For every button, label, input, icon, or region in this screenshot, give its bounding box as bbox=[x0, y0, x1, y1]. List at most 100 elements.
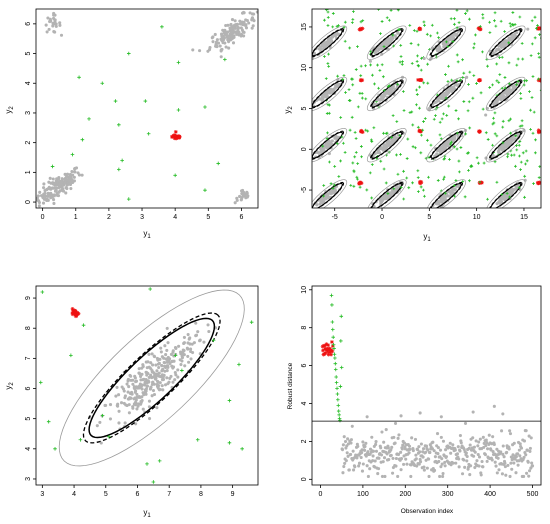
data-point bbox=[396, 133, 400, 137]
data-point bbox=[496, 149, 501, 154]
uniform-noise-point bbox=[529, 54, 533, 57]
data-point bbox=[247, 21, 251, 25]
data-point bbox=[493, 102, 497, 106]
uniform-noise-point bbox=[395, 120, 399, 124]
data-point bbox=[477, 440, 481, 444]
data-point bbox=[232, 35, 236, 39]
data-point bbox=[444, 448, 448, 452]
data-point bbox=[517, 448, 521, 452]
uniform-noise-point bbox=[521, 151, 525, 155]
data-point bbox=[507, 91, 511, 95]
data-point bbox=[127, 385, 131, 389]
uniform-noise-point bbox=[488, 86, 492, 89]
data-point bbox=[165, 369, 169, 373]
data-point bbox=[244, 196, 248, 200]
data-point bbox=[410, 436, 414, 440]
plot-frame-4 bbox=[311, 285, 542, 486]
uniform-noise-point bbox=[399, 152, 402, 156]
uniform-noise-point bbox=[378, 69, 382, 72]
data-point bbox=[173, 378, 177, 382]
uniform-noise-point bbox=[467, 83, 470, 86]
data-point bbox=[352, 468, 356, 472]
data-point bbox=[507, 88, 511, 92]
uniform-noise-point bbox=[501, 141, 505, 145]
data-point bbox=[342, 464, 346, 469]
data-point bbox=[401, 443, 405, 447]
uniform-noise-point bbox=[77, 75, 81, 80]
data-point bbox=[528, 446, 532, 450]
data-point bbox=[496, 456, 500, 460]
uniform-noise-point bbox=[347, 88, 351, 92]
data-point bbox=[414, 457, 418, 461]
plot-frame-3 bbox=[35, 285, 259, 486]
data-point bbox=[194, 321, 198, 325]
uniform-noise-point bbox=[543, 141, 546, 144]
uniform-noise-point bbox=[338, 384, 343, 389]
data-point bbox=[530, 464, 535, 468]
tolerance-ellipse-outer bbox=[426, 25, 467, 60]
uniform-noise-point bbox=[544, 143, 547, 146]
uniform-noise-point bbox=[203, 188, 207, 192]
data-point bbox=[213, 32, 217, 37]
data-point bbox=[525, 471, 529, 475]
uniform-noise-point bbox=[422, 20, 426, 24]
data-point bbox=[329, 141, 333, 145]
data-point bbox=[513, 187, 517, 191]
data-point bbox=[438, 95, 442, 99]
uniform-noise-point bbox=[524, 162, 527, 166]
data-point bbox=[52, 198, 56, 202]
data-point bbox=[478, 437, 482, 441]
uniform-noise-point bbox=[475, 156, 479, 160]
data-point bbox=[161, 377, 166, 382]
uniform-noise-point bbox=[518, 15, 522, 19]
data-point bbox=[438, 149, 442, 153]
data-point bbox=[371, 449, 376, 453]
data-point bbox=[155, 406, 159, 410]
uniform-noise-point bbox=[547, 90, 550, 93]
tolerance-ellipse-solid bbox=[371, 29, 403, 57]
data-point bbox=[323, 195, 327, 199]
data-point bbox=[234, 30, 238, 34]
data-point bbox=[388, 40, 392, 44]
uniform-noise-point bbox=[486, 197, 489, 201]
data-point bbox=[162, 373, 166, 377]
uniform-noise-point bbox=[507, 61, 511, 65]
uniform-noise-point bbox=[539, 88, 541, 92]
data-point bbox=[103, 403, 107, 408]
uniform-noise-point bbox=[517, 143, 521, 147]
data-point bbox=[59, 180, 63, 184]
uniform-noise-point bbox=[365, 188, 369, 192]
data-point bbox=[219, 37, 223, 41]
data-point bbox=[389, 453, 393, 457]
data-point bbox=[446, 139, 450, 144]
data-point bbox=[332, 191, 336, 195]
data-point bbox=[255, 10, 258, 14]
uniform-noise-point bbox=[400, 62, 404, 66]
uniform-noise-point bbox=[360, 96, 364, 100]
uniform-noise-point bbox=[349, 183, 353, 187]
data-point bbox=[382, 456, 387, 460]
uniform-noise-point bbox=[530, 19, 534, 23]
tolerance-ellipse-solid bbox=[430, 182, 462, 208]
uniform-noise-point bbox=[380, 20, 384, 23]
data-point bbox=[145, 384, 149, 388]
uniform-noise-point bbox=[488, 31, 492, 35]
uniform-noise-point bbox=[327, 52, 330, 56]
data-point bbox=[345, 451, 349, 455]
data-point bbox=[381, 96, 385, 100]
data-point bbox=[474, 439, 478, 443]
uniform-noise-point bbox=[331, 12, 335, 15]
data-point bbox=[182, 335, 186, 339]
data-point bbox=[54, 24, 58, 28]
uniform-noise-point bbox=[505, 191, 509, 195]
data-point bbox=[182, 341, 186, 346]
data-point bbox=[233, 19, 237, 23]
data-point bbox=[457, 457, 461, 461]
data-point bbox=[468, 443, 472, 447]
data-point bbox=[417, 445, 421, 449]
uniform-noise-point bbox=[379, 159, 383, 163]
uniform-noise-point bbox=[495, 79, 499, 83]
uniform-noise-point bbox=[486, 138, 490, 141]
uniform-noise-point bbox=[176, 108, 181, 112]
uniform-noise-point bbox=[432, 117, 436, 121]
